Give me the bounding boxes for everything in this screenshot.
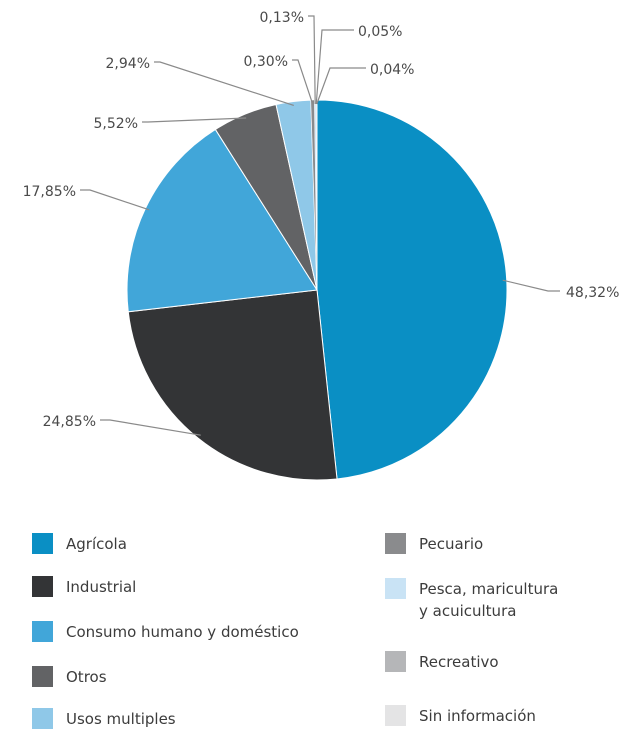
percent-label-7: 0,13%	[260, 10, 304, 26]
legend-item-1: Agrícola	[32, 533, 127, 555]
legend-item-9: Sin información	[385, 705, 536, 727]
legend-item-8: Recreativo	[385, 651, 499, 673]
legend-item-6: Pecuario	[385, 533, 483, 555]
leader-line-7	[308, 15, 316, 105]
legend-swatch	[385, 651, 406, 672]
leader-line-2	[100, 419, 201, 436]
legend-label: Usos multiples	[66, 710, 176, 728]
percent-label-5: 2,94%	[106, 56, 150, 72]
legend-swatch	[385, 533, 406, 554]
legend-label: Sin información	[419, 707, 536, 725]
legend-swatch	[32, 576, 53, 597]
percent-label-6: 0,30%	[244, 54, 288, 70]
legend-label: Pecuario	[419, 535, 484, 553]
legend-label: Otros	[66, 668, 107, 686]
legend-swatch	[32, 708, 53, 729]
legend-label: Consumo humano y doméstico	[66, 623, 299, 641]
legend-label: Recreativo	[419, 653, 499, 671]
pie-slice-1	[316, 99, 508, 480]
leader-line-3	[80, 189, 150, 211]
leader-line-6	[292, 59, 314, 105]
legend-swatch	[385, 705, 406, 726]
legend-swatch	[32, 666, 53, 687]
legend-item-5: Usos multiples	[32, 708, 176, 730]
legend-swatch	[385, 578, 406, 599]
leader-lines	[80, 15, 560, 436]
percent-label-4: 5,52%	[94, 116, 138, 132]
leader-line-9	[316, 67, 366, 105]
percent-label-1: 48,32%	[566, 285, 619, 301]
leader-line-8	[315, 29, 354, 105]
percent-label-9: 0,04%	[370, 62, 414, 78]
legend-item-7: Pesca, maricultura y acuicultura	[385, 578, 558, 622]
leader-line-4	[142, 117, 247, 123]
legend-item-3: Consumo humano y doméstico	[32, 621, 299, 643]
percent-label-8: 0,05%	[358, 24, 402, 40]
pie-slices	[126, 99, 508, 481]
percent-labels: 48,32% 24,85% 17,85% 5,52% 2,94% 0,30% 0,13% 0,…	[23, 10, 620, 430]
legend-swatch	[32, 621, 53, 642]
legend-swatch	[32, 533, 53, 554]
percent-label-2: 24,85%	[43, 414, 96, 430]
pie-slice-2	[127, 289, 338, 481]
leader-line-1	[502, 279, 560, 292]
legend-label: Pesca, maricultura y acuicultura	[419, 580, 559, 620]
legend-label: Industrial	[66, 578, 137, 596]
percent-label-3: 17,85%	[23, 184, 76, 200]
leader-line-5	[154, 61, 294, 107]
legend-label: Agrícola	[66, 535, 127, 553]
legend-item-2: Industrial	[32, 576, 136, 598]
legend-item-4: Otros	[32, 666, 107, 688]
